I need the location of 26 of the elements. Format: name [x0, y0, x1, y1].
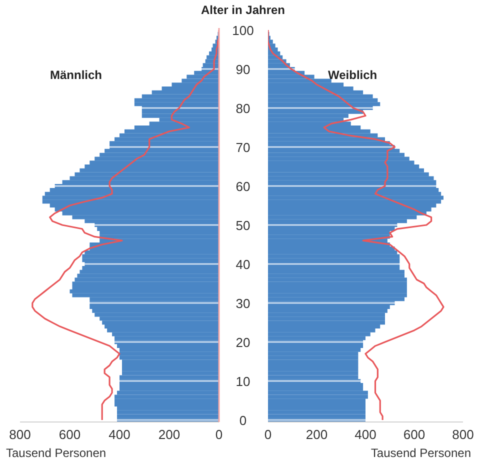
x-tick-label: 200	[306, 427, 328, 442]
x-tick-label: 400	[108, 427, 130, 442]
y-tick-label: 0	[239, 413, 247, 428]
x-axis-title: Tausend Personen	[370, 446, 471, 460]
x-tick-label: 200	[158, 427, 180, 442]
y-tick-label: 30	[236, 296, 250, 312]
y-tick-label: 40	[236, 257, 250, 272]
x-tick-label: 0	[215, 427, 223, 442]
y-tick-label: 100	[232, 22, 254, 38]
text: Weiblich	[328, 68, 378, 82]
x-tick-label: 0	[264, 427, 272, 442]
x-tick-label: 800	[452, 427, 474, 442]
x-tick-label: 600	[403, 427, 426, 442]
y-tick-label: 90	[236, 62, 250, 77]
y-axis-title: Alter in Jahren	[200, 3, 286, 17]
y-tick-label: 80	[236, 100, 250, 116]
x-axis-title: Tausend Personen	[6, 446, 106, 460]
y-tick-label: 70	[236, 140, 250, 155]
x-tick-label: 800	[9, 427, 31, 442]
text: Männlich	[50, 68, 102, 82]
x-tick-label: 400	[354, 427, 376, 442]
x-tick-label: 600	[58, 427, 81, 442]
y-tick-label: 60	[236, 178, 250, 194]
y-tick-label: 20	[236, 335, 250, 350]
y-tick-label: 50	[236, 218, 250, 233]
y-tick-label: 10	[236, 374, 250, 390]
